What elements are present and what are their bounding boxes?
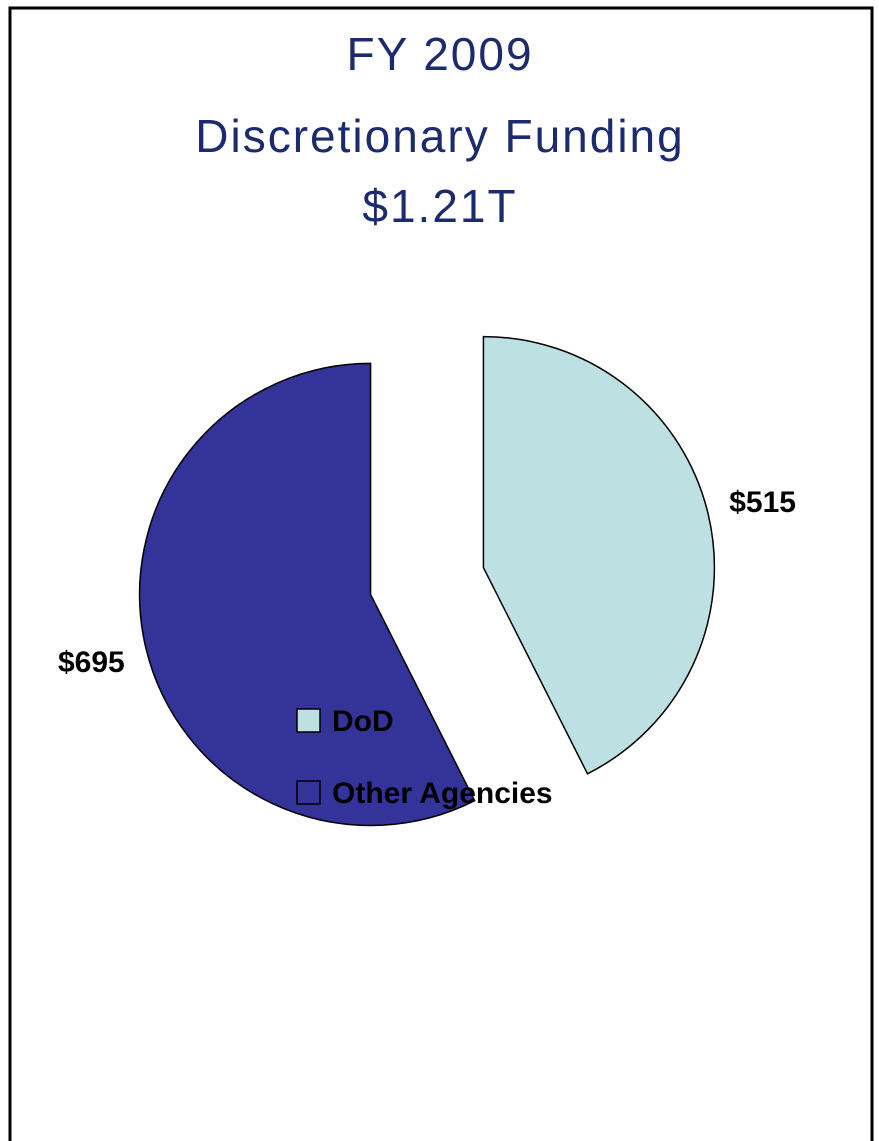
chart-title: $1.21T — [362, 180, 517, 232]
chart-title: FY 2009 — [346, 28, 533, 80]
chart-title: Discretionary Funding — [195, 110, 684, 162]
pie-slice — [138, 362, 476, 827]
legend-swatch — [296, 780, 321, 805]
data-label: $695 — [58, 646, 125, 679]
legend-label: Other Agencies — [332, 777, 553, 810]
pie-slice — [482, 335, 716, 775]
data-label: $515 — [729, 486, 796, 519]
frame — [8, 6, 874, 1141]
legend-label: DoD — [332, 705, 394, 738]
legend-swatch — [296, 708, 321, 733]
